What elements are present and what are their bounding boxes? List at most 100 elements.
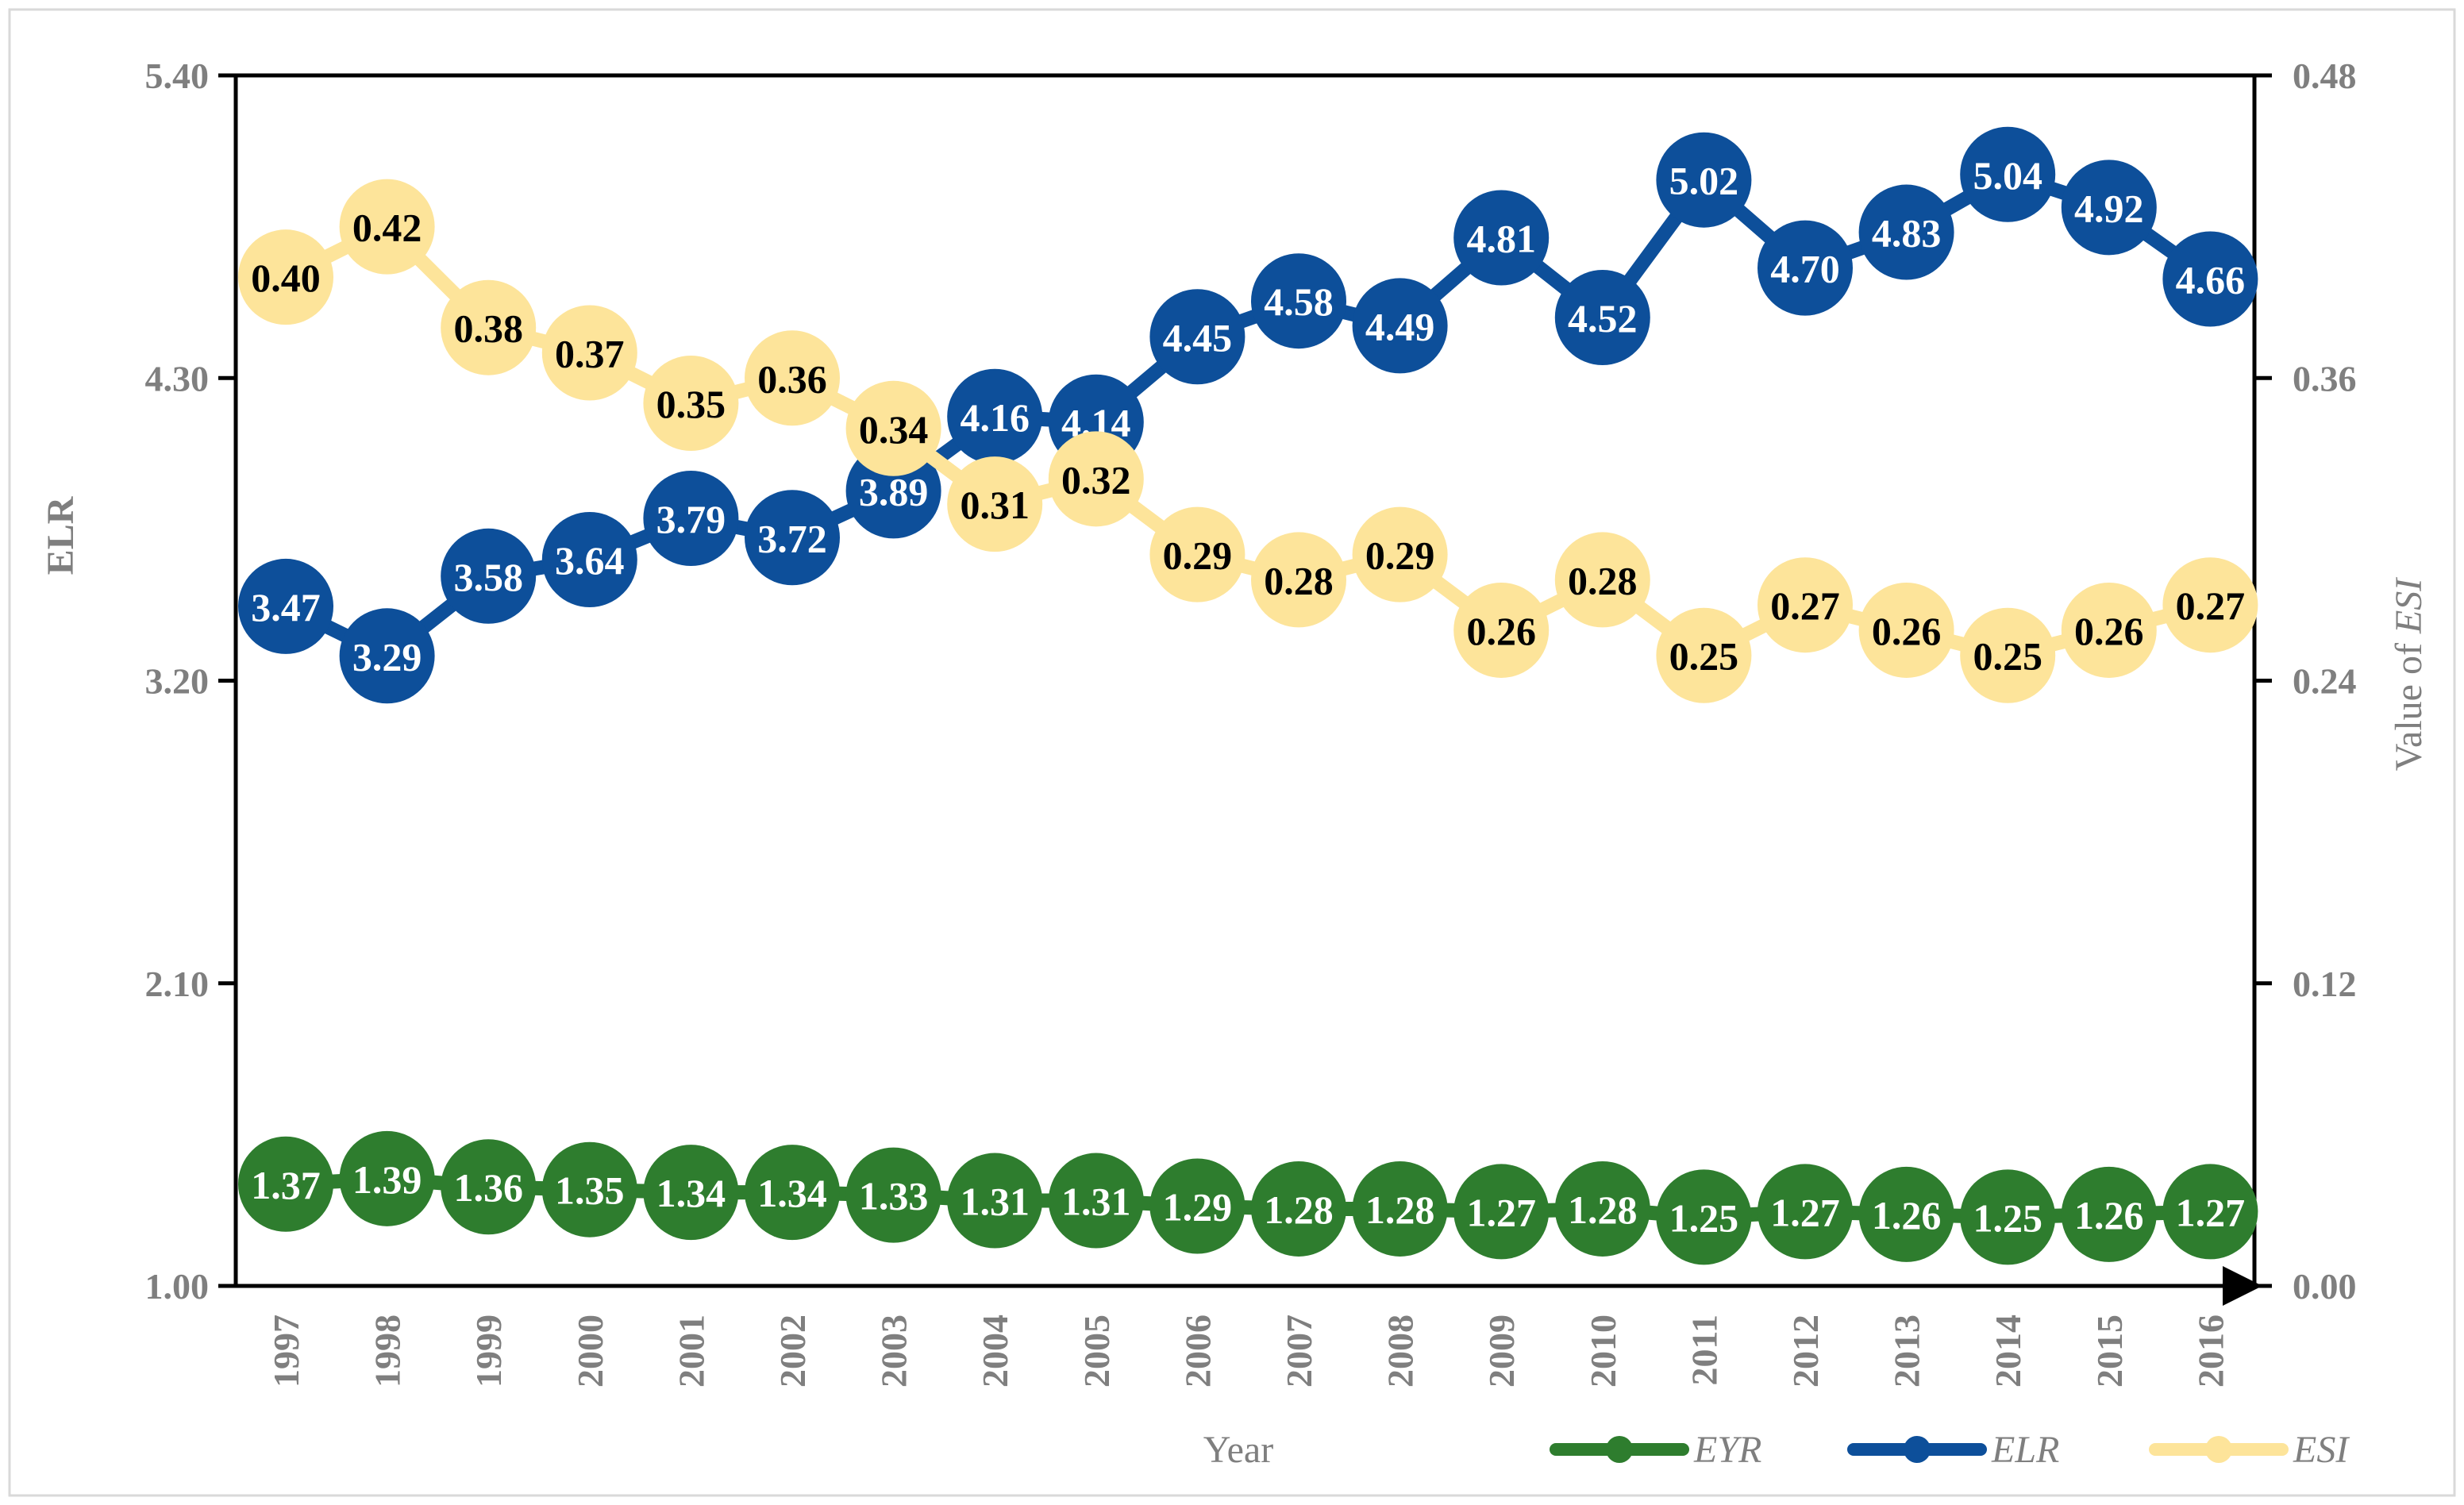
data-label-elr: 4.81 xyxy=(1466,216,1536,260)
data-label-eyr: 1.33 xyxy=(859,1174,929,1218)
y-right-tick-label: 0.00 xyxy=(2293,1266,2357,1307)
data-point-esi xyxy=(947,456,1043,552)
data-point-eyr xyxy=(1352,1161,1448,1257)
data-label-esi: 0.29 xyxy=(1163,533,1233,578)
data-label-eyr: 1.31 xyxy=(960,1180,1030,1224)
data-point-esi xyxy=(441,279,537,375)
data-label-elr: 4.45 xyxy=(1163,315,1233,360)
data-label-elr: 3.64 xyxy=(555,538,625,583)
legend-item-elr: ELR xyxy=(1847,1429,2059,1471)
data-point-elr xyxy=(541,512,637,607)
legend-label: ELR xyxy=(1991,1429,2059,1471)
data-point-esi xyxy=(1251,532,1346,628)
legend: EYR ELR ESI xyxy=(1550,1429,2350,1471)
data-point-esi xyxy=(2162,557,2258,653)
data-label-eyr: 1.39 xyxy=(352,1157,422,1202)
data-point-eyr xyxy=(339,1130,435,1226)
legend-swatch-marker xyxy=(1904,1436,1931,1463)
data-point-esi xyxy=(238,229,333,325)
data-label-eyr: 1.27 xyxy=(2176,1190,2246,1234)
data-point-elr xyxy=(1960,126,2056,222)
data-label-elr: 4.52 xyxy=(1568,296,1638,341)
data-point-elr xyxy=(238,558,333,654)
data-point-elr xyxy=(1251,253,1346,349)
data-label-elr: 4.58 xyxy=(1264,279,1334,324)
data-label-eyr: 1.26 xyxy=(1872,1193,1942,1237)
data-point-elr xyxy=(643,471,739,567)
data-label-eyr: 1.28 xyxy=(1365,1187,1435,1232)
data-label-esi: 0.26 xyxy=(1872,609,1942,653)
x-tick-label: 2006 xyxy=(1177,1314,1218,1388)
data-point-eyr xyxy=(2061,1166,2157,1262)
data-label-esi: 0.40 xyxy=(251,256,321,300)
x-tick-label: 2002 xyxy=(772,1314,813,1388)
y-left-tick-label: 1.00 xyxy=(145,1266,210,1307)
y-axis-title-right-emph: ESI xyxy=(2388,577,2430,634)
data-point-eyr xyxy=(643,1145,739,1241)
y-right-tick-label: 0.36 xyxy=(2293,358,2357,398)
data-label-esi: 0.36 xyxy=(757,356,827,401)
data-point-eyr xyxy=(745,1145,840,1241)
data-point-esi xyxy=(1048,431,1144,527)
data-point-elr xyxy=(1149,289,1245,385)
x-tick-label: 2000 xyxy=(570,1314,610,1388)
data-label-esi: 0.31 xyxy=(960,483,1030,527)
legend-label: ESI xyxy=(2293,1429,2350,1471)
data-label-elr: 3.58 xyxy=(453,555,523,599)
data-point-eyr xyxy=(1554,1161,1650,1257)
data-label-esi: 0.29 xyxy=(1365,533,1435,578)
x-tick-label: 2005 xyxy=(1076,1314,1117,1388)
legend-swatch-marker xyxy=(2205,1436,2232,1463)
data-point-elr xyxy=(1758,220,1853,316)
data-point-elr xyxy=(339,608,435,704)
x-tick-label: 2004 xyxy=(975,1314,1015,1388)
data-label-eyr: 1.26 xyxy=(2074,1193,2144,1237)
data-label-esi: 0.35 xyxy=(656,382,726,426)
x-tick-label: 2010 xyxy=(1583,1314,1623,1388)
y-left-tick-label: 5.40 xyxy=(145,56,210,96)
y-right-tick-label: 0.24 xyxy=(2293,661,2357,702)
x-tick-label: 2016 xyxy=(2190,1314,2231,1388)
x-tick-label: 2001 xyxy=(671,1314,711,1388)
data-label-eyr: 1.31 xyxy=(1061,1180,1131,1224)
data-point-eyr xyxy=(1960,1169,2056,1265)
data-point-esi xyxy=(643,356,739,452)
data-point-elr xyxy=(1554,270,1650,365)
data-point-elr xyxy=(2061,160,2157,256)
data-label-esi: 0.27 xyxy=(1770,583,1840,628)
data-point-eyr xyxy=(947,1153,1043,1249)
data-point-esi xyxy=(845,380,941,476)
data-label-esi: 0.25 xyxy=(1669,634,1739,679)
data-point-eyr xyxy=(1149,1158,1245,1254)
x-tick-label: 2011 xyxy=(1684,1314,1724,1385)
data-point-esi xyxy=(1960,607,2056,703)
data-point-esi xyxy=(2061,582,2157,678)
data-point-esi xyxy=(1149,506,1245,602)
data-point-eyr xyxy=(441,1139,537,1235)
x-tick-label: 2015 xyxy=(2089,1314,2130,1388)
data-point-elr xyxy=(1352,278,1448,374)
x-tick-label: 2012 xyxy=(1785,1314,1826,1388)
data-label-elr: 4.70 xyxy=(1770,247,1840,291)
data-point-eyr xyxy=(238,1136,333,1232)
legend-item-eyr: EYR xyxy=(1550,1429,1761,1471)
data-point-eyr xyxy=(1758,1164,1853,1260)
data-label-elr: 5.04 xyxy=(1973,153,2042,198)
data-label-elr: 3.79 xyxy=(656,497,726,541)
series-esi: 0.40 0.42 0.38 0.37 0.35 0.36 0.34 0.31 0.32 0.29… xyxy=(238,179,2258,703)
data-label-esi: 0.28 xyxy=(1568,558,1638,602)
x-tick-label: 2009 xyxy=(1481,1314,1522,1388)
x-tick-label: 2003 xyxy=(874,1314,914,1388)
data-point-esi xyxy=(1453,582,1550,678)
x-tick-label: 1997 xyxy=(266,1314,306,1388)
data-point-elr xyxy=(1453,190,1550,286)
data-point-esi xyxy=(541,305,637,401)
data-label-esi: 0.28 xyxy=(1264,558,1334,602)
data-label-eyr: 1.28 xyxy=(1264,1187,1334,1232)
data-label-elr: 4.92 xyxy=(2074,186,2144,230)
x-axis-title: Year xyxy=(1203,1429,1273,1471)
data-point-esi xyxy=(745,330,840,426)
x-tick-label: 2014 xyxy=(1988,1314,2028,1388)
y-left-tick-label: 3.20 xyxy=(145,661,210,702)
